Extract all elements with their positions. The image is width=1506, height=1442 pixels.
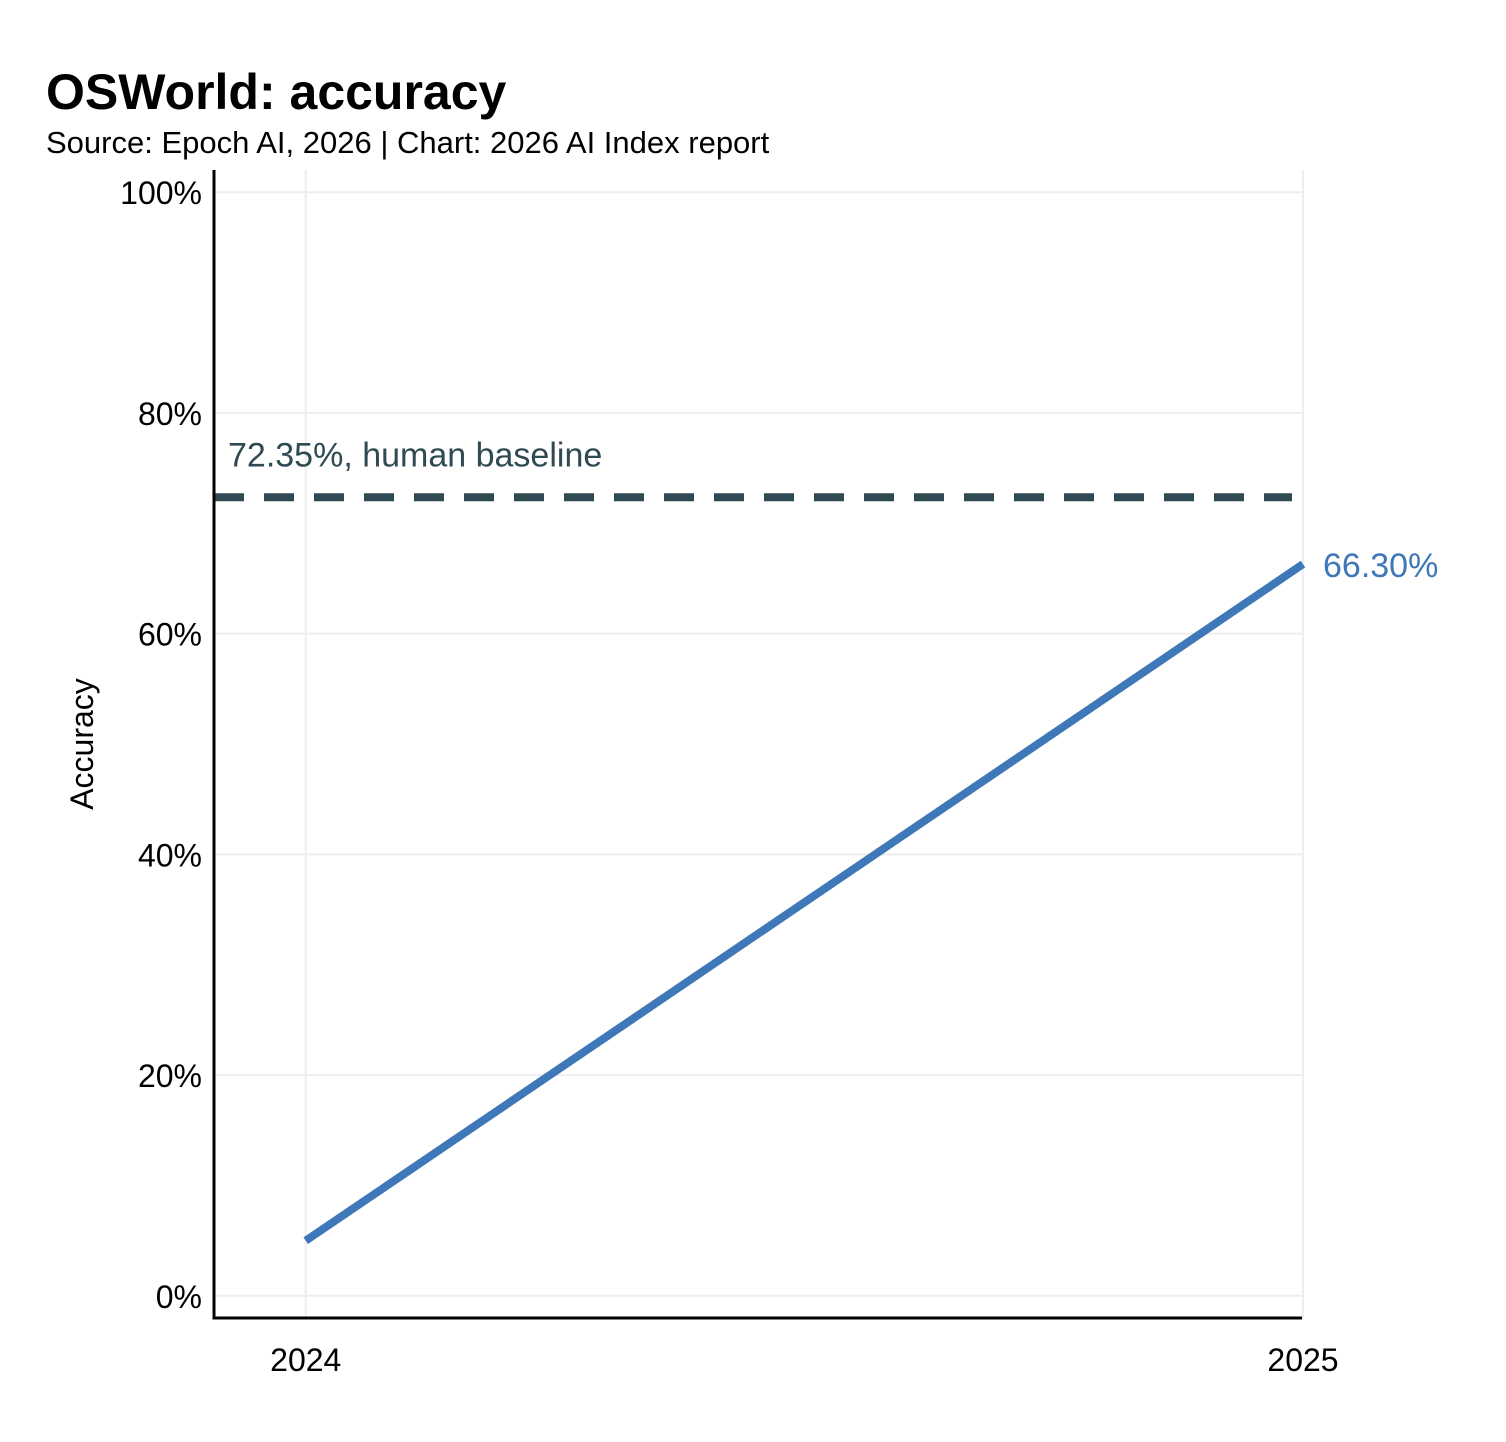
y-tick-label: 0% bbox=[156, 1279, 202, 1315]
series-layer bbox=[303, 560, 1306, 1245]
series-end-label: 66.30% bbox=[1323, 547, 1438, 585]
x-tick-label: 2024 bbox=[270, 1342, 341, 1378]
y-tick-label: 60% bbox=[138, 617, 202, 653]
y-tick-label: 80% bbox=[138, 396, 202, 432]
grid-layer bbox=[214, 170, 1304, 1318]
y-tick-label: 20% bbox=[138, 1058, 202, 1094]
label-layer: 0% 20% 40% 60% 80% 100% 2024 2025 Accuracy 72.35%… bbox=[64, 175, 1438, 1378]
y-tick-label: 40% bbox=[138, 837, 202, 873]
axis-layer bbox=[212, 170, 1302, 1320]
human-baseline-label: 72.35%, human baseline bbox=[228, 436, 602, 474]
chart-title: OSWorld: accuracy bbox=[46, 64, 507, 120]
chart-subtitle: Source: Epoch AI, 2026 | Chart: 2026 AI … bbox=[46, 125, 770, 160]
y-tick-label: 100% bbox=[120, 175, 202, 211]
series-line bbox=[303, 560, 1306, 1245]
x-tick-label: 2025 bbox=[1267, 1342, 1338, 1378]
y-axis-title: Accuracy bbox=[64, 678, 100, 810]
